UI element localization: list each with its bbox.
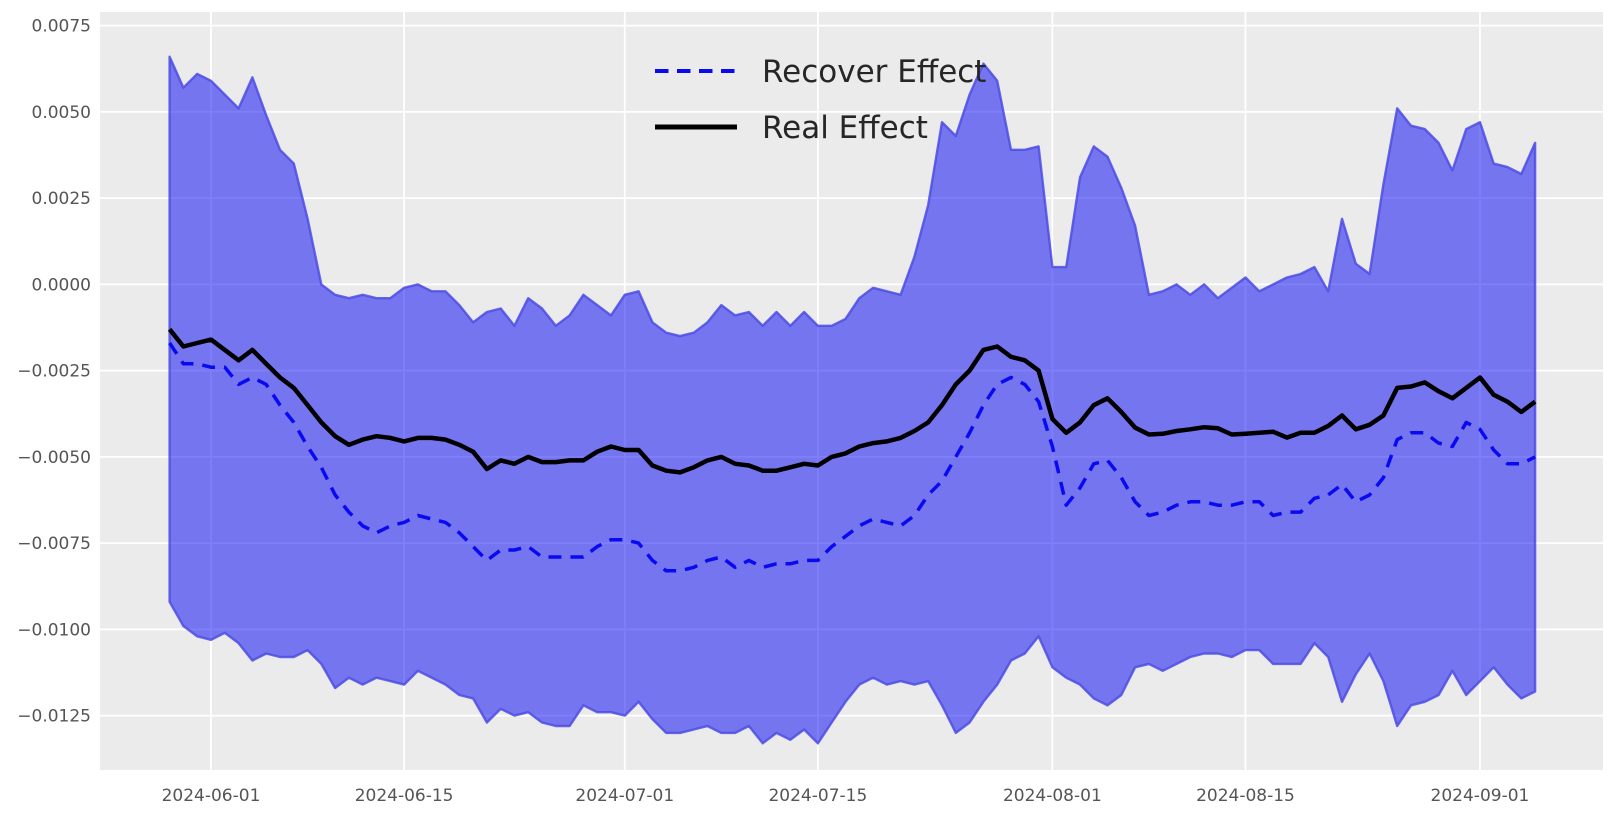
y-tick-label: −0.0100 — [17, 620, 91, 640]
x-tick-label: 2024-08-01 — [1003, 786, 1102, 806]
y-tick-label: −0.0125 — [17, 707, 91, 727]
legend: Recover Effect Real Effect — [655, 54, 986, 146]
y-tick-label: −0.0075 — [17, 534, 91, 554]
x-tick-label: 2024-06-15 — [355, 786, 454, 806]
legend-label: Real Effect — [762, 110, 928, 146]
y-tick-label: 0.0075 — [32, 17, 91, 37]
x-tick-label: 2024-07-01 — [575, 786, 674, 806]
confidence-band — [168, 55, 1537, 745]
legend-item-recover: Recover Effect — [655, 54, 986, 90]
legend-item-real: Real Effect — [655, 110, 928, 146]
real-effect-line — [167, 327, 1537, 475]
y-axis-labels: 0.0075 0.0050 0.0025 0.0000 −0.0025 −0.0050 −0… — [17, 17, 91, 727]
y-tick-label: −0.0025 — [17, 362, 91, 382]
legend-label: Recover Effect — [762, 54, 986, 90]
y-tick-label: −0.0050 — [17, 448, 91, 468]
x-tick-label: 2024-07-15 — [768, 786, 867, 806]
x-tick-label: 2024-06-01 — [162, 786, 261, 806]
y-tick-label: 0.0025 — [32, 189, 91, 209]
recover-effect-line — [168, 342, 1536, 573]
y-tick-label: 0.0050 — [32, 103, 91, 123]
x-axis-labels: 2024-06-01 2024-06-15 2024-07-01 2024-07-15… — [162, 786, 1530, 806]
x-tick-label: 2024-09-01 — [1431, 786, 1530, 806]
x-tick-label: 2024-08-15 — [1196, 786, 1295, 806]
y-tick-label: 0.0000 — [32, 275, 91, 295]
